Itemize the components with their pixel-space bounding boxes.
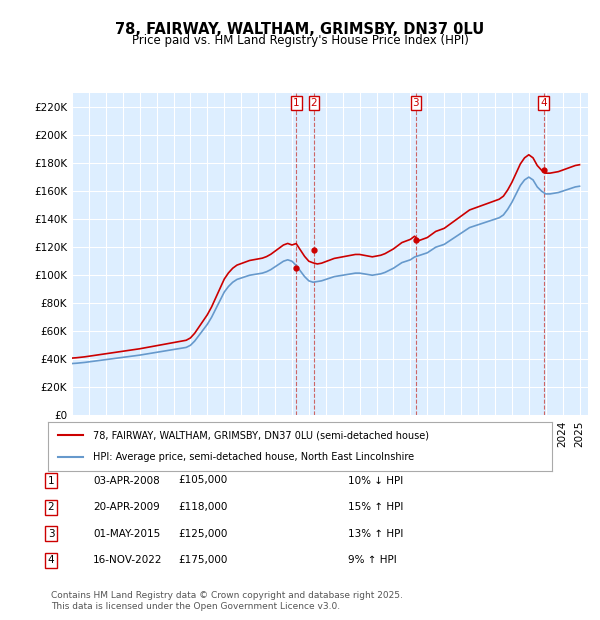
Text: Price paid vs. HM Land Registry's House Price Index (HPI): Price paid vs. HM Land Registry's House …: [131, 34, 469, 47]
Text: £105,000: £105,000: [179, 476, 228, 485]
Text: 1: 1: [293, 98, 299, 108]
Text: 9% ↑ HPI: 9% ↑ HPI: [348, 556, 397, 565]
Text: 2: 2: [47, 502, 55, 512]
Text: 16-NOV-2022: 16-NOV-2022: [93, 556, 163, 565]
Text: 10% ↓ HPI: 10% ↓ HPI: [348, 476, 403, 485]
Text: 4: 4: [47, 556, 55, 565]
Text: 15% ↑ HPI: 15% ↑ HPI: [348, 502, 403, 512]
Text: 01-MAY-2015: 01-MAY-2015: [93, 529, 160, 539]
Text: 78, FAIRWAY, WALTHAM, GRIMSBY, DN37 0LU: 78, FAIRWAY, WALTHAM, GRIMSBY, DN37 0LU: [115, 22, 485, 37]
Text: 03-APR-2008: 03-APR-2008: [93, 476, 160, 485]
Text: Contains HM Land Registry data © Crown copyright and database right 2025.
This d: Contains HM Land Registry data © Crown c…: [51, 591, 403, 611]
Text: HPI: Average price, semi-detached house, North East Lincolnshire: HPI: Average price, semi-detached house,…: [94, 453, 415, 463]
Text: 1: 1: [47, 476, 55, 485]
Text: 2: 2: [311, 98, 317, 108]
Text: 3: 3: [413, 98, 419, 108]
Text: 4: 4: [541, 98, 547, 108]
Text: £175,000: £175,000: [179, 556, 228, 565]
Text: 78, FAIRWAY, WALTHAM, GRIMSBY, DN37 0LU (semi-detached house): 78, FAIRWAY, WALTHAM, GRIMSBY, DN37 0LU …: [94, 430, 430, 440]
Text: 13% ↑ HPI: 13% ↑ HPI: [348, 529, 403, 539]
Text: £118,000: £118,000: [179, 502, 228, 512]
Text: 20-APR-2009: 20-APR-2009: [93, 502, 160, 512]
Text: 3: 3: [47, 529, 55, 539]
Text: £125,000: £125,000: [179, 529, 228, 539]
